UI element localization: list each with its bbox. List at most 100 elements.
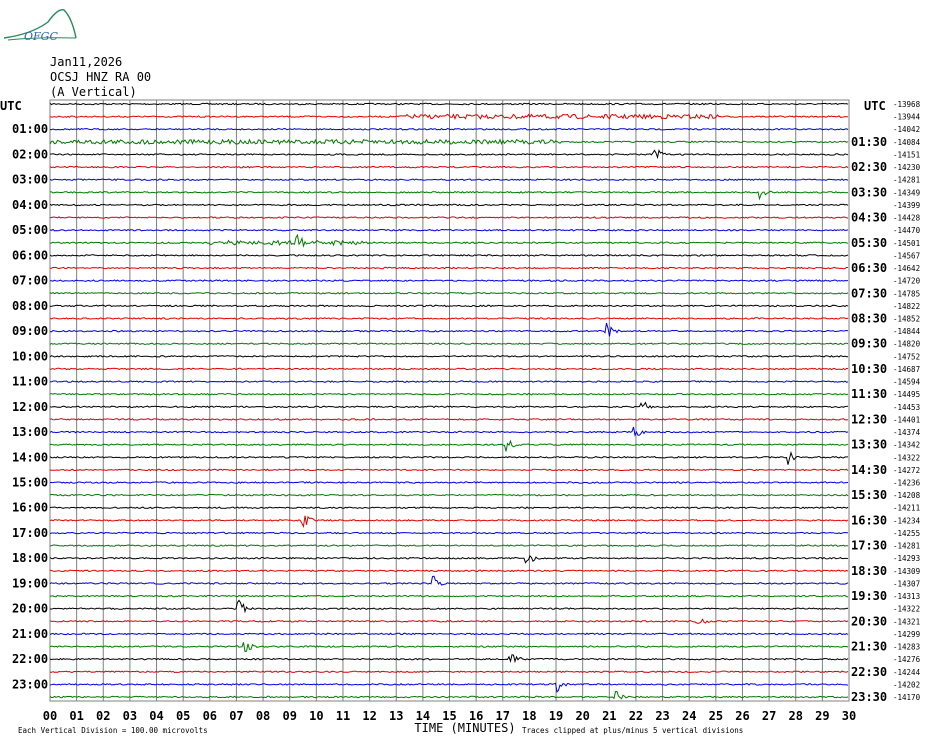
hour-label-right: 03:30	[851, 185, 887, 199]
seismic-trace	[49, 418, 849, 421]
hour-label-right: 17:30	[851, 539, 887, 553]
hour-label-right: 02:30	[851, 160, 887, 174]
seismic-trace	[49, 354, 849, 358]
seismic-trace	[49, 380, 849, 383]
seismic-trace	[49, 618, 849, 624]
hour-label-left: 10:00	[12, 349, 48, 363]
x-tick-label: 17	[496, 709, 510, 723]
hour-label-left: 23:00	[12, 677, 48, 691]
hour-label-right: 10:30	[851, 362, 887, 376]
seismic-trace	[49, 342, 849, 346]
seismic-trace	[49, 102, 849, 106]
x-tick-label: 16	[469, 709, 483, 723]
seismic-trace	[49, 127, 849, 131]
ofgc-logo: OFGC	[3, 9, 77, 43]
seismic-trace	[49, 233, 849, 248]
date-label: Jan11,2026	[50, 55, 123, 69]
x-tick-label: 00	[43, 709, 57, 723]
trace-offset-label: -14752	[893, 352, 920, 361]
hour-label-right: 08:30	[851, 311, 887, 325]
logo-text: OFGC	[24, 30, 58, 43]
x-tick-label: 03	[123, 709, 137, 723]
hour-label-left: 15:00	[12, 476, 48, 490]
x-tick-label: 09	[282, 709, 296, 723]
trace-offset-label: -14293	[893, 554, 920, 563]
trace-offset-label: -14453	[893, 403, 920, 412]
x-tick-label: 27	[762, 709, 776, 723]
x-tick-label: 15	[442, 709, 456, 723]
seismic-trace	[49, 165, 849, 169]
seismic-trace	[49, 317, 849, 320]
trace-offset-label: -14307	[893, 579, 920, 588]
hour-label-left: 03:00	[12, 173, 48, 187]
seismic-trace	[49, 149, 849, 160]
trace-offset-label: -14495	[893, 390, 920, 399]
trace-offset-label: -14374	[893, 428, 921, 437]
seismic-trace	[49, 515, 849, 529]
hour-label-left: 08:00	[12, 299, 48, 313]
seismic-trace	[49, 690, 849, 700]
x-tick-label: 04	[149, 709, 163, 723]
seismic-trace	[49, 439, 849, 452]
seismic-trace	[49, 426, 849, 437]
hour-label-left: 07:00	[12, 274, 48, 288]
seismic-trace	[49, 682, 849, 693]
trace-offset-label: -14281	[893, 542, 920, 551]
trace-offset-label: -14820	[893, 340, 921, 349]
trace-offset-label: -14785	[893, 289, 920, 298]
hour-label-right: 04:30	[851, 211, 887, 225]
seismic-trace	[49, 304, 849, 308]
seismic-trace	[49, 254, 849, 257]
seismic-trace	[49, 654, 849, 664]
trace-offset-label: -14852	[893, 314, 920, 323]
x-tick-label: 08	[256, 709, 270, 723]
x-tick-label: 25	[709, 709, 723, 723]
x-tick-label: 26	[735, 709, 749, 723]
x-tick-label: 11	[336, 709, 350, 723]
hour-label-left: 19:00	[12, 576, 48, 590]
seismic-trace	[49, 138, 849, 146]
trace-offset-label: -14313	[893, 592, 920, 601]
hour-label-left: 17:00	[12, 526, 48, 540]
seismic-trace	[49, 468, 849, 472]
seismic-trace	[49, 228, 849, 232]
trace-offset-label: -14322	[893, 453, 920, 462]
trace-offset-label: -14687	[893, 365, 920, 374]
trace-offset-label: -14567	[893, 251, 920, 260]
trace-offset-label: -14594	[893, 378, 921, 387]
trace-offset-label: -14349	[893, 188, 920, 197]
trace-offset-label: -14321	[893, 617, 920, 626]
x-tick-label: 10	[309, 709, 323, 723]
seismic-trace	[49, 544, 849, 547]
hour-label-right: 01:30	[851, 135, 887, 149]
x-tick-label: 24	[682, 709, 696, 723]
trace-offset-label: -14844	[893, 327, 921, 336]
seismic-trace	[49, 632, 849, 636]
x-tick-label: 07	[229, 709, 243, 723]
trace-offset-label: -14084	[893, 138, 921, 147]
seismic-trace	[49, 493, 849, 497]
component-label: (A Vertical)	[50, 85, 137, 99]
seismic-trace	[49, 367, 849, 371]
hour-label-left: 18:00	[12, 551, 48, 565]
x-tick-label: 18	[522, 709, 536, 723]
hour-label-right: 09:30	[851, 337, 887, 351]
trace-offset-label: -14470	[893, 226, 921, 235]
x-tick-label: 14	[416, 709, 430, 723]
seismic-trace	[49, 599, 849, 614]
trace-offset-label: -14401	[893, 415, 920, 424]
hour-label-right: 11:30	[851, 387, 887, 401]
trace-offset-label: -13968	[893, 100, 921, 109]
trace-offset-label: -14208	[893, 491, 921, 500]
seismic-trace	[50, 481, 849, 484]
hour-label-left: 09:00	[12, 324, 48, 338]
hour-label-right: 16:30	[851, 513, 887, 527]
hour-label-left: 06:00	[12, 248, 48, 262]
seismic-trace	[49, 670, 849, 674]
trace-offset-label: -14642	[893, 264, 920, 273]
x-tick-label: 21	[602, 709, 616, 723]
trace-offset-label: -14720	[893, 277, 921, 286]
trace-offset-label: -14272	[893, 466, 920, 475]
footer-clip-note: Traces clipped at plus/minus 5 vertical …	[522, 726, 743, 735]
trace-offset-label: -14236	[893, 479, 921, 488]
